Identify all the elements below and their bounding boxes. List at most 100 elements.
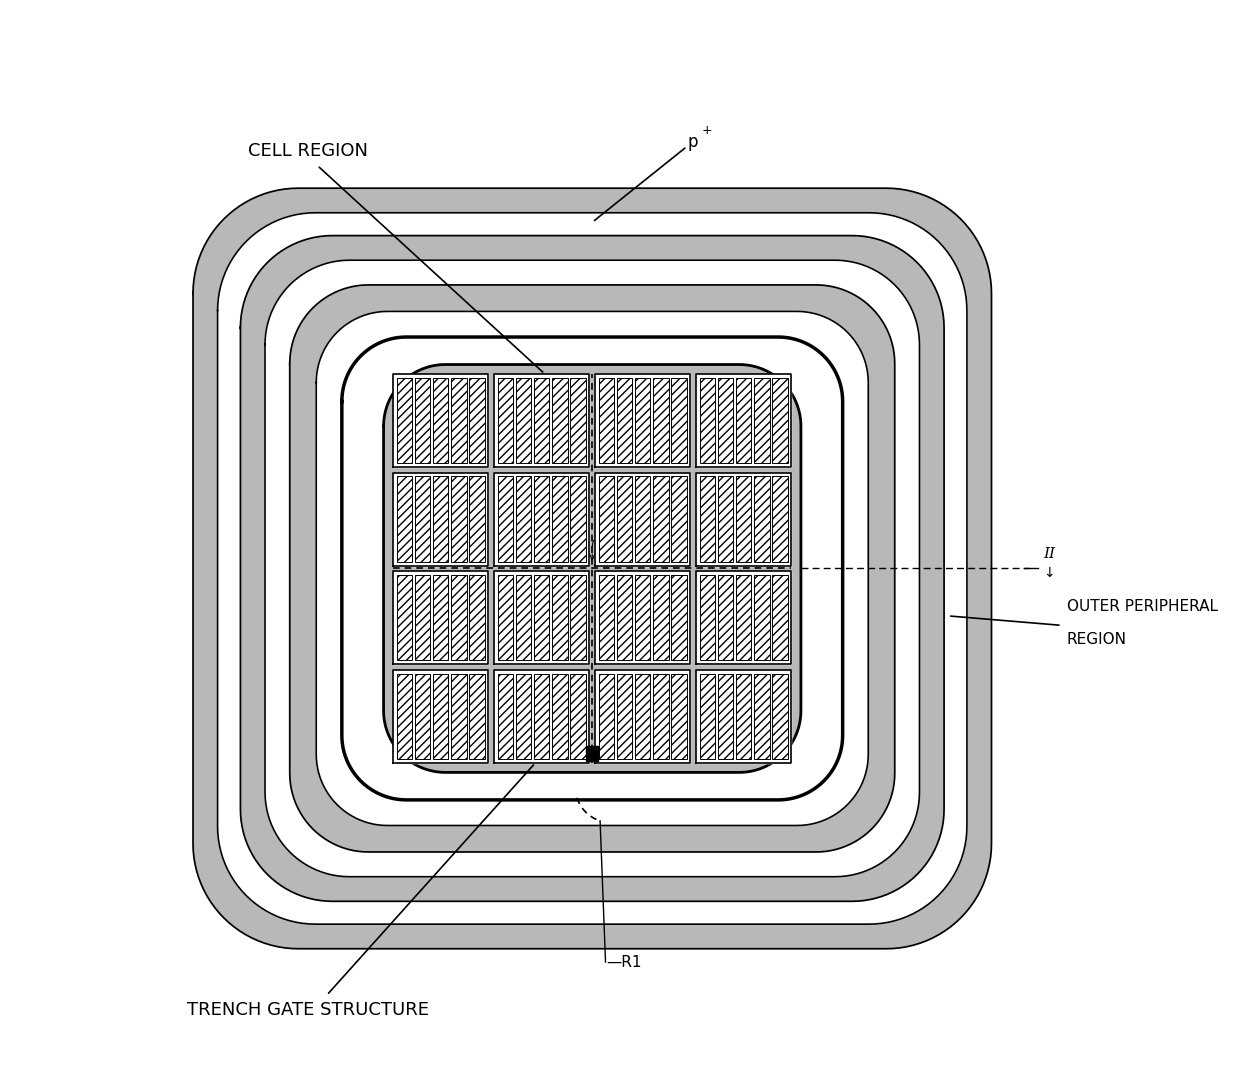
Bar [718, 378, 733, 463]
Bar [415, 575, 430, 661]
Bar [397, 575, 412, 661]
Polygon shape [595, 374, 691, 467]
Bar [451, 476, 466, 562]
Bar [498, 378, 513, 463]
Bar [699, 476, 715, 562]
Polygon shape [595, 571, 691, 664]
Bar [516, 575, 532, 661]
Bar [773, 575, 787, 661]
Polygon shape [595, 473, 691, 566]
Bar [469, 575, 485, 661]
Polygon shape [393, 473, 489, 566]
Bar [754, 476, 770, 562]
Text: OUTER PERIPHERAL: OUTER PERIPHERAL [1066, 599, 1218, 613]
Bar [599, 674, 614, 759]
Bar [718, 575, 733, 661]
Bar [618, 476, 632, 562]
Bar [599, 378, 614, 463]
Polygon shape [393, 670, 489, 762]
Text: +: + [702, 124, 712, 137]
Bar [552, 378, 568, 463]
Bar [397, 378, 412, 463]
Text: REGION: REGION [1066, 632, 1126, 647]
Bar [451, 575, 466, 661]
Bar [498, 476, 513, 562]
Bar [773, 674, 787, 759]
Polygon shape [316, 311, 868, 825]
Bar [451, 674, 466, 759]
Bar [618, 378, 632, 463]
Bar [433, 575, 449, 661]
Polygon shape [494, 374, 589, 467]
Bar [433, 674, 449, 759]
Bar [570, 575, 585, 661]
Bar [737, 674, 751, 759]
Polygon shape [696, 571, 791, 664]
Bar [773, 476, 787, 562]
Bar [718, 476, 733, 562]
Bar [469, 378, 485, 463]
Bar [653, 575, 668, 661]
Bar [653, 476, 668, 562]
Bar [552, 674, 568, 759]
Bar [534, 674, 549, 759]
Bar [653, 674, 668, 759]
Polygon shape [383, 365, 801, 772]
Bar [737, 476, 751, 562]
Bar [671, 476, 687, 562]
Bar [433, 378, 449, 463]
Bar [718, 674, 733, 759]
Polygon shape [494, 571, 589, 664]
Text: ↓: ↓ [1043, 566, 1054, 580]
Text: p: p [687, 133, 698, 150]
Polygon shape [265, 260, 920, 877]
Text: I: I [590, 540, 594, 550]
Bar [635, 378, 651, 463]
Polygon shape [393, 374, 489, 467]
Bar [397, 476, 412, 562]
Polygon shape [696, 374, 791, 467]
Bar [415, 476, 430, 562]
PathPatch shape [193, 189, 991, 948]
Bar [699, 674, 715, 759]
Text: —R1: —R1 [606, 955, 642, 970]
Bar [671, 674, 687, 759]
Bar [773, 378, 787, 463]
Bar [699, 378, 715, 463]
Bar [599, 575, 614, 661]
Bar [552, 575, 568, 661]
Polygon shape [595, 670, 691, 762]
Bar [754, 674, 770, 759]
Polygon shape [696, 670, 791, 762]
Bar [570, 476, 585, 562]
Bar [570, 378, 585, 463]
Bar [737, 575, 751, 661]
Bar [599, 476, 614, 562]
Bar [516, 476, 532, 562]
Bar [534, 378, 549, 463]
Bar [618, 575, 632, 661]
Bar [552, 476, 568, 562]
Polygon shape [193, 189, 991, 948]
Polygon shape [217, 213, 967, 924]
Bar [635, 476, 651, 562]
Polygon shape [494, 670, 589, 762]
PathPatch shape [290, 286, 894, 851]
Polygon shape [696, 473, 791, 566]
Bar [671, 378, 687, 463]
Bar [635, 674, 651, 759]
Bar [469, 476, 485, 562]
Bar [498, 674, 513, 759]
Text: II: II [1043, 548, 1055, 562]
Bar [754, 378, 770, 463]
Bar [737, 378, 751, 463]
Bar [433, 476, 449, 562]
Bar [754, 575, 770, 661]
Bar [516, 674, 532, 759]
Bar [534, 476, 549, 562]
Bar [587, 746, 599, 761]
Bar [618, 674, 632, 759]
Bar [397, 674, 412, 759]
Polygon shape [494, 473, 589, 566]
Text: TRENCH GATE STRUCTURE: TRENCH GATE STRUCTURE [187, 1000, 429, 1018]
